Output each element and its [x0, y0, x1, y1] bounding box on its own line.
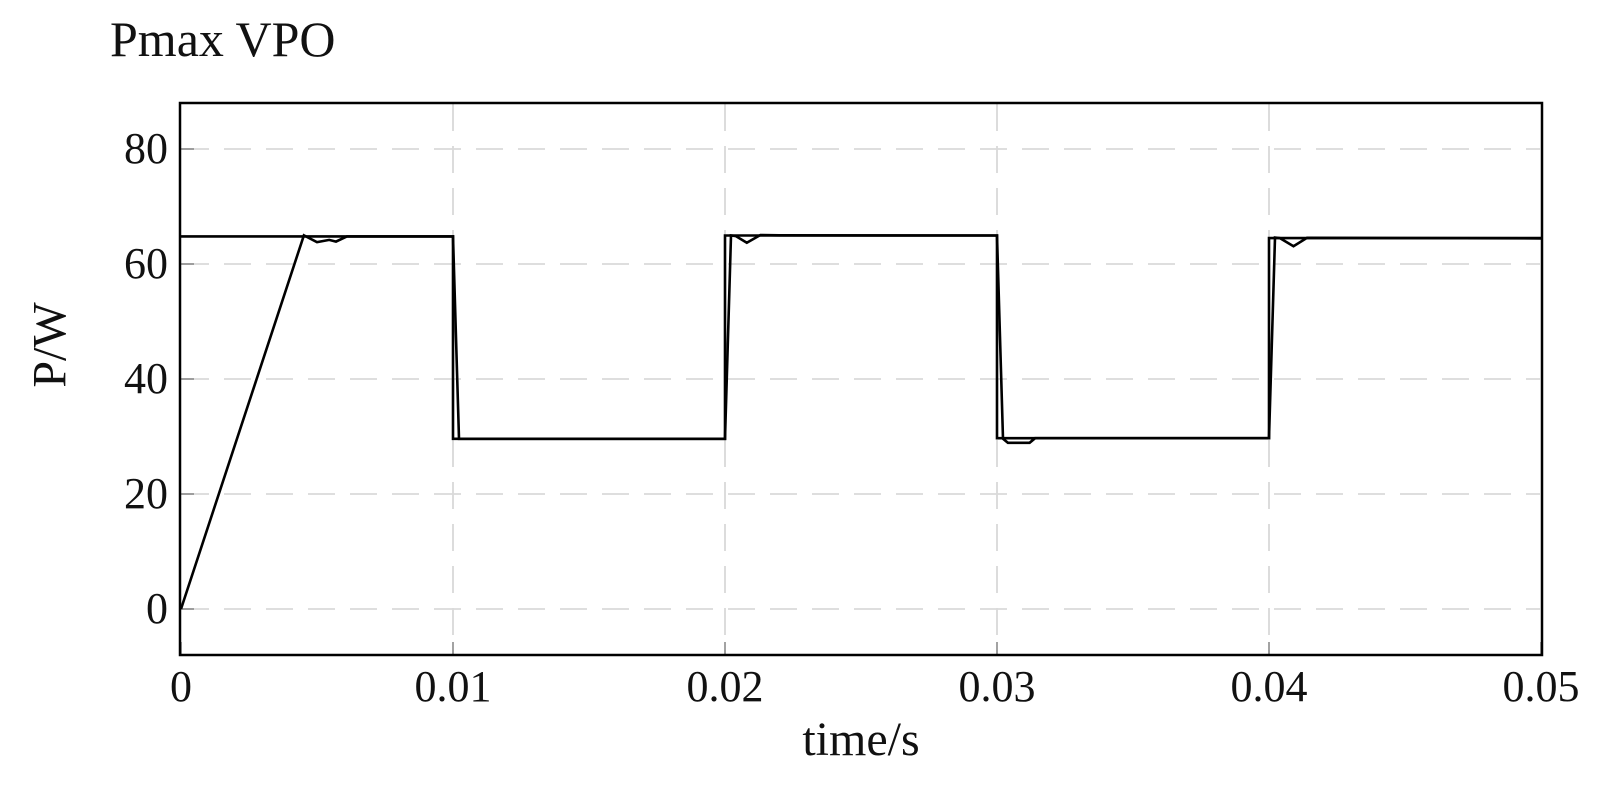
series-line-vpo	[179, 233, 1542, 610]
x-tick-label: 0.04	[1230, 662, 1308, 711]
chart-title: Pmax VPO	[110, 11, 336, 67]
y-tick-label: 60	[124, 239, 168, 288]
y-tick-label: 80	[124, 124, 168, 173]
x-axis-label: time/s	[802, 713, 920, 766]
x-tick-label: 0.02	[686, 662, 764, 711]
x-tick-label: 0	[170, 662, 192, 711]
y-tick-label: 0	[146, 584, 168, 633]
axes-box	[178, 101, 1544, 657]
x-tick-label: 0.03	[958, 662, 1036, 711]
y-tick-label: 40	[124, 354, 168, 403]
x-tick-label: 0.05	[1502, 662, 1580, 711]
y-tick-label: 20	[124, 469, 168, 518]
x-tick-label: 0.01	[414, 662, 492, 711]
series-line-pmax	[181, 234, 1541, 441]
